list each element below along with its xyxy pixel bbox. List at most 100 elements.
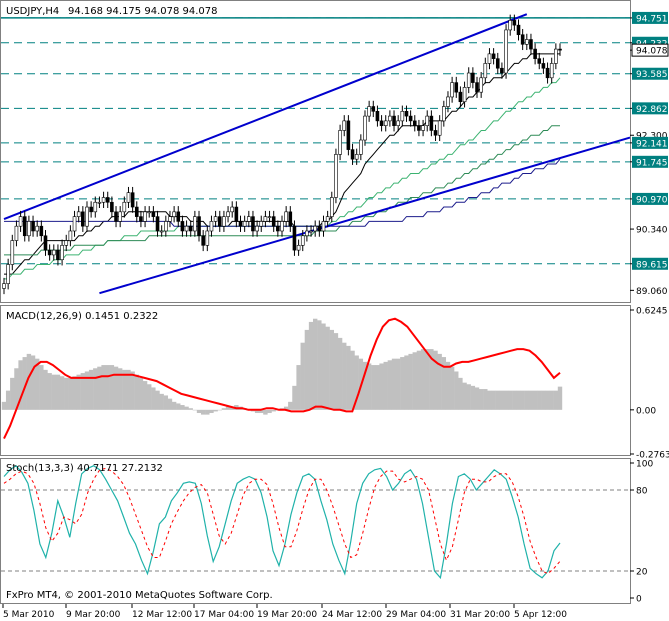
candle-body [454,82,459,93]
price-badge [632,155,668,168]
candle-body [271,216,276,227]
macd-y-axis: 0.6245 0.00 -0.2763 [630,307,669,461]
macd-bar [391,358,397,410]
candle [172,206,176,223]
macd-bar [346,345,351,410]
candle-body [97,201,102,204]
candle [72,210,77,237]
macd-bar [499,390,505,410]
candle [383,115,388,132]
candle [483,57,488,84]
price-badge [632,192,668,205]
candle [512,14,517,31]
macd-bar [30,355,36,410]
macd-bar [300,342,305,410]
candle-body [122,201,127,213]
stoch-tick-label: 100 [636,460,653,470]
candle [458,86,463,108]
candle [159,225,164,237]
macd-bar [354,355,359,410]
candle [379,115,384,132]
candle [305,225,309,242]
macd-bar [549,390,554,410]
candle-body [354,154,359,160]
macd-bar [283,406,289,410]
candle-body [292,225,297,251]
candle [43,230,48,256]
candle-body [139,216,143,222]
candle [412,115,417,132]
candle-body [180,221,185,232]
main-support-resistance-lines [1,17,630,265]
x-tick-label: 19 Mar 20:00 [257,610,317,620]
candle-body [525,39,529,45]
candle-body [317,225,322,232]
candle [429,110,434,137]
macd-bar [97,366,102,410]
x-tick-label: 12 Mar 12:00 [132,610,192,620]
candle [400,105,405,127]
candle [375,105,380,127]
candle-body [446,96,450,107]
candle-body [342,120,347,131]
candle [338,124,342,161]
macd-bar [325,326,330,410]
candle-body [56,249,60,261]
macd-bar [72,376,77,410]
candle-body [334,154,338,198]
candle [168,210,172,228]
candle-body [508,20,513,31]
candle [296,239,301,256]
candle [466,67,471,94]
candle-body [151,211,156,217]
candle [545,62,550,84]
macd-bar [449,366,455,410]
macd-bar [454,371,459,410]
candle-body [520,34,525,45]
macd-bar [508,390,513,410]
candle [487,48,492,70]
macd-bar [400,357,405,410]
candle-body [421,125,425,131]
candle [205,225,210,252]
candle [222,210,226,232]
candle [549,57,554,84]
macd-bar [10,377,15,410]
candle-body [213,216,218,222]
x-tick-label: 29 Mar 04:00 [386,610,446,620]
candle-body [126,192,131,203]
macd-bar [76,374,81,410]
candle-body [276,225,280,232]
candle [188,220,193,237]
macd-bar [39,365,44,410]
macd-bar [532,390,538,410]
macd-bar [408,353,413,410]
candle-body [537,58,542,64]
candle-body [27,221,31,237]
macd-bar [437,353,442,410]
candle [267,210,272,223]
candle [408,110,413,127]
candle-body [512,20,517,26]
macd-bar [271,409,276,412]
candle [213,210,218,228]
candle-body [495,58,500,69]
candle-body [549,63,554,79]
macd-bar [317,320,322,410]
candle-body [147,211,152,214]
candle [193,210,197,237]
price-badge [632,102,668,115]
stoch-title: Stoch(13,3,3) 40.7171 27.2132 [6,463,163,474]
candle [238,215,243,232]
candle [6,258,10,290]
macd-bar [321,323,326,410]
candle [392,110,396,132]
macd-bar [192,409,198,411]
candle [475,76,479,98]
candle [122,196,127,218]
candle-body [39,225,44,237]
stoch-signal-line [3,467,561,575]
macd-bar [101,365,106,410]
main-quote: 94.168 94.175 94.078 94.078 [68,6,218,17]
candle-body [554,48,558,64]
